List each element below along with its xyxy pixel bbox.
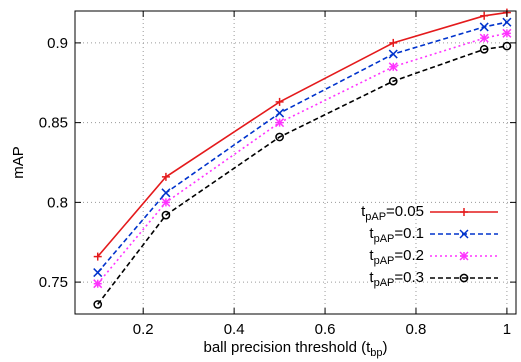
legend-label-value: =0.1 xyxy=(394,225,424,242)
series-line xyxy=(97,11,508,258)
x-tick-label: 0.6 xyxy=(315,321,336,338)
circle-marker xyxy=(479,44,489,54)
cross-marker xyxy=(459,229,469,239)
legend-label: tpAP=0.2 xyxy=(369,247,424,267)
legend-label-value: =0.2 xyxy=(394,247,424,264)
circle-marker xyxy=(459,273,469,283)
x-axis-title-main: ball precision threshold (t xyxy=(203,339,371,356)
x-tick-label: 0.4 xyxy=(224,321,245,338)
y-tick-label: 0.8 xyxy=(47,194,68,211)
star-marker xyxy=(161,197,171,207)
legend-label: tpAP=0.05 xyxy=(361,203,424,223)
legend-label-main: t xyxy=(369,225,374,242)
series xyxy=(93,41,512,309)
series-lines xyxy=(93,8,512,309)
series-line xyxy=(97,32,508,285)
legend-label: tpAP=0.3 xyxy=(369,269,424,289)
legend-label-main: t xyxy=(361,203,366,220)
cross-marker xyxy=(161,188,171,198)
series xyxy=(93,28,512,289)
legend-label-main: t xyxy=(369,269,374,286)
y-tick-label: 0.9 xyxy=(47,35,68,52)
cross-marker xyxy=(388,49,398,59)
circle-marker xyxy=(502,41,512,51)
legend-label: tpAP=0.1 xyxy=(369,225,424,245)
axis-ticks: 0.2 0.4 0.6 0.8 1 0.75 0.8 0.85 0.9 xyxy=(39,11,516,338)
star-marker xyxy=(275,118,285,128)
y-axis-title: mAP xyxy=(10,146,27,179)
x-axis-title-sub: bp xyxy=(370,347,382,359)
series xyxy=(93,8,511,261)
cross-marker xyxy=(93,268,103,278)
x-axis-title-suffix: ) xyxy=(383,339,388,356)
legend-label-sub: pAP xyxy=(374,277,395,289)
legend-label-sub: pAP xyxy=(365,211,386,223)
legend-entry: tpAP=0.1 xyxy=(369,225,498,245)
legend-entry: tpAP=0.2 xyxy=(369,247,498,267)
circle-marker xyxy=(93,300,103,309)
circle-marker xyxy=(161,210,171,220)
cross-marker xyxy=(502,17,512,27)
cross-marker xyxy=(275,108,285,118)
x-tick-label: 1 xyxy=(503,321,511,338)
circle-marker xyxy=(275,132,284,142)
legend-label-sub: pAP xyxy=(374,255,395,267)
grid xyxy=(75,11,516,314)
x-tick-label: 0.8 xyxy=(406,321,427,338)
y-tick-label: 0.75 xyxy=(39,274,68,291)
legend-entry: tpAP=0.05 xyxy=(361,203,498,223)
x-tick-label: 0.2 xyxy=(133,321,154,338)
series xyxy=(93,17,512,278)
circle-marker xyxy=(388,76,398,86)
star-marker xyxy=(388,62,398,72)
star-marker xyxy=(502,28,512,38)
star-marker xyxy=(93,279,103,289)
legend-label-value: =0.3 xyxy=(394,269,424,286)
legend-label-sub: pAP xyxy=(374,233,395,245)
legend-label-value: =0.05 xyxy=(386,203,424,220)
star-marker xyxy=(459,251,469,261)
y-tick-label: 0.85 xyxy=(39,115,68,132)
plot-frame xyxy=(74,10,517,315)
series-line xyxy=(97,21,508,274)
cross-marker xyxy=(479,22,489,32)
series-line xyxy=(97,45,508,305)
star-marker xyxy=(479,33,489,43)
legend-label-main: t xyxy=(369,247,374,264)
legend-entry: tpAP=0.3 xyxy=(369,269,498,289)
x-axis-title: ball precision threshold (tbp) xyxy=(203,339,387,359)
